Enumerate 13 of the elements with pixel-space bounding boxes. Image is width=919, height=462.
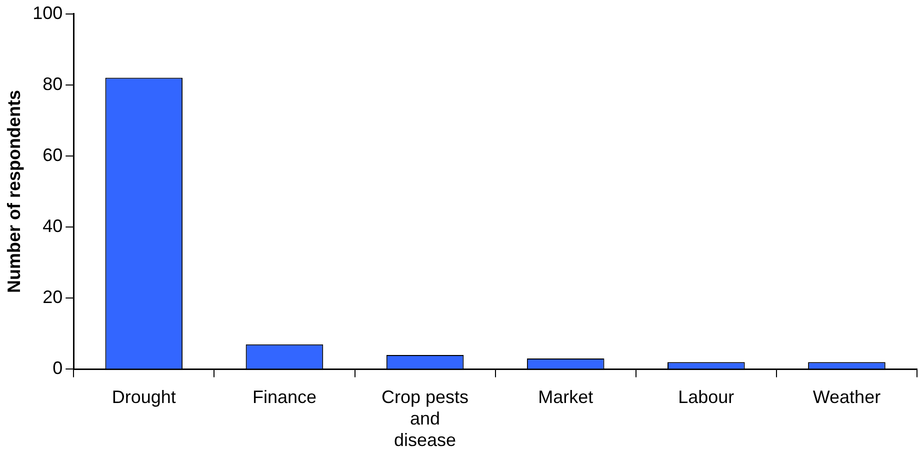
y-axis-title: Number of respondents — [4, 90, 24, 294]
y-tick-label: 40 — [42, 216, 63, 236]
y-tick-label: 100 — [32, 2, 63, 23]
x-tick-label: Drought — [112, 386, 176, 407]
x-tick-label: Weather — [812, 386, 881, 407]
y-tick-label: 0 — [52, 358, 63, 378]
x-tick-label: Finance — [252, 386, 316, 407]
y-tick-label: 20 — [42, 287, 63, 308]
x-tick-label: Market — [538, 386, 594, 407]
y-tick-label: 60 — [42, 144, 63, 165]
x-tick-label: Crop pests and disease — [382, 386, 469, 450]
y-tick-label: 80 — [42, 74, 63, 94]
x-tick-label: Labour — [678, 386, 734, 407]
